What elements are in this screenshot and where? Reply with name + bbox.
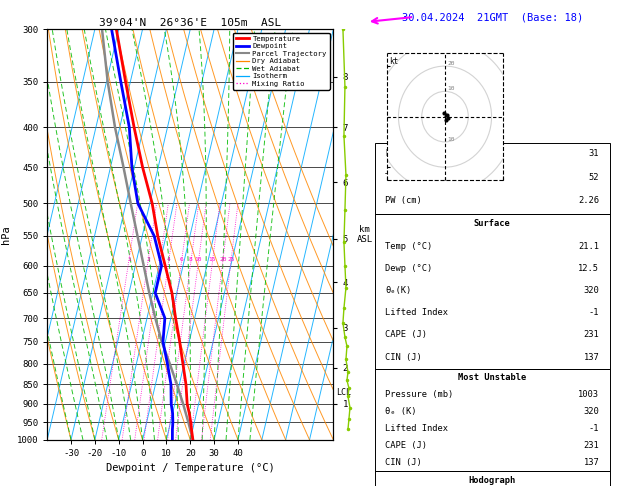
Text: -1: -1 (589, 308, 599, 317)
Text: CIN (J): CIN (J) (385, 353, 422, 362)
Text: Hodograph: Hodograph (469, 476, 516, 485)
Text: LCL: LCL (337, 388, 351, 397)
Text: 31: 31 (589, 149, 599, 158)
Bar (375, 471, 610, 486)
Text: 1003: 1003 (578, 389, 599, 399)
Text: 3: 3 (158, 257, 162, 261)
Text: 52: 52 (589, 173, 599, 182)
Text: 137: 137 (584, 353, 599, 362)
Legend: Temperature, Dewpoint, Parcel Trajectory, Dry Adiabat, Wet Adiabat, Isotherm, Mi: Temperature, Dewpoint, Parcel Trajectory… (233, 33, 330, 89)
Text: 6: 6 (180, 257, 184, 261)
Text: -1: -1 (589, 423, 599, 433)
Text: K: K (385, 149, 391, 158)
Text: 21.1: 21.1 (578, 242, 599, 251)
Text: 320: 320 (584, 286, 599, 295)
Text: 320: 320 (584, 406, 599, 416)
Text: CIN (J): CIN (J) (385, 457, 422, 467)
Text: 10: 10 (447, 86, 455, 91)
Title: 39°04'N  26°36'E  105m  ASL: 39°04'N 26°36'E 105m ASL (99, 18, 281, 28)
Text: 2.26: 2.26 (578, 196, 599, 206)
Text: 8: 8 (189, 257, 193, 261)
Text: PW (cm): PW (cm) (385, 196, 422, 206)
Text: 137: 137 (584, 457, 599, 467)
Text: 1: 1 (127, 257, 131, 261)
Text: Most Unstable: Most Unstable (458, 372, 526, 382)
Text: Totals Totals: Totals Totals (385, 173, 454, 182)
Text: 231: 231 (584, 330, 599, 339)
Text: θₑ (K): θₑ (K) (385, 406, 416, 416)
Text: Surface: Surface (474, 219, 511, 228)
Bar (375, 214, 610, 369)
Text: CAPE (J): CAPE (J) (385, 440, 427, 450)
Text: 2: 2 (146, 257, 150, 261)
Text: Pressure (mb): Pressure (mb) (385, 389, 454, 399)
Text: 25: 25 (227, 257, 235, 261)
Text: 10: 10 (194, 257, 202, 261)
Text: 4: 4 (167, 257, 170, 261)
Text: 20: 20 (219, 257, 226, 261)
Bar (375, 143, 610, 214)
Text: 15: 15 (209, 257, 216, 261)
Text: 231: 231 (584, 440, 599, 450)
Text: CAPE (J): CAPE (J) (385, 330, 427, 339)
Text: Temp (°C): Temp (°C) (385, 242, 432, 251)
Text: kt: kt (389, 56, 398, 66)
Text: 12.5: 12.5 (578, 264, 599, 273)
Text: θₑ(K): θₑ(K) (385, 286, 411, 295)
Text: 30.04.2024  21GMT  (Base: 18): 30.04.2024 21GMT (Base: 18) (401, 12, 583, 22)
Text: 10: 10 (447, 137, 455, 141)
Bar (375, 369, 610, 471)
Text: Lifted Index: Lifted Index (385, 423, 448, 433)
Text: Lifted Index: Lifted Index (385, 308, 448, 317)
Text: 20: 20 (447, 61, 455, 66)
Y-axis label: km
ASL: km ASL (357, 225, 372, 244)
X-axis label: Dewpoint / Temperature (°C): Dewpoint / Temperature (°C) (106, 464, 275, 473)
Text: Dewp (°C): Dewp (°C) (385, 264, 432, 273)
Y-axis label: hPa: hPa (1, 225, 11, 244)
